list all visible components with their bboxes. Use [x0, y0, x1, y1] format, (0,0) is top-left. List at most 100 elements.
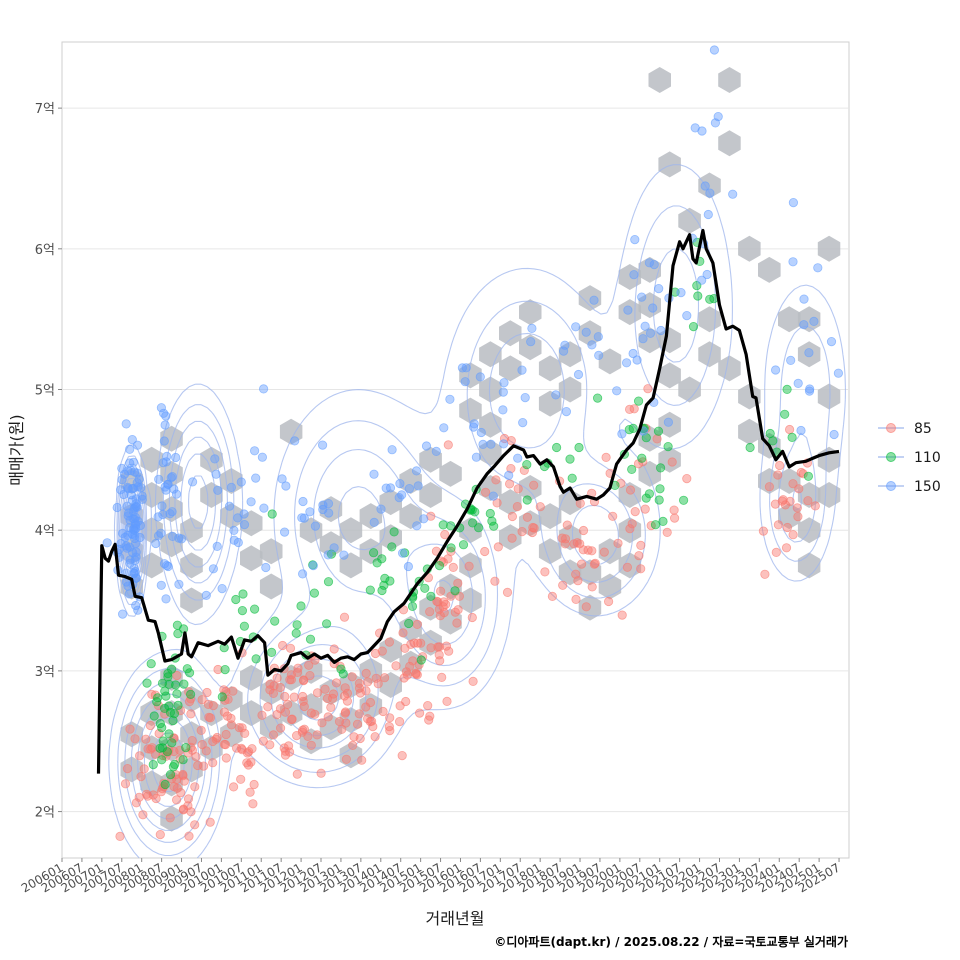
data-point	[403, 561, 413, 572]
data-point	[131, 600, 141, 611]
hexbin-cell	[180, 686, 203, 712]
data-point	[130, 467, 140, 477]
data-point	[340, 683, 350, 693]
data-point	[522, 495, 532, 505]
data-point	[249, 779, 259, 790]
data-point	[571, 322, 581, 332]
data-point	[258, 384, 269, 394]
data-point	[154, 474, 164, 484]
hexbin-cell	[180, 552, 203, 579]
data-point	[760, 569, 770, 579]
data-point	[309, 588, 319, 598]
data-point	[157, 743, 168, 753]
hexbin-cell	[598, 538, 622, 565]
data-point	[623, 305, 633, 315]
hexbin-cell	[240, 510, 263, 537]
data-point	[289, 692, 299, 702]
data-point	[121, 419, 131, 429]
hexbin-cell	[259, 538, 283, 565]
hexbin-cell	[658, 362, 681, 389]
data-point	[246, 757, 256, 767]
data-point	[370, 648, 381, 659]
hexbin-cell	[678, 376, 701, 403]
hexbin-cell	[797, 341, 821, 368]
data-point	[138, 810, 148, 820]
data-point	[578, 525, 589, 536]
data-point	[411, 466, 422, 476]
data-point	[453, 605, 463, 615]
legend-label: 150	[914, 479, 941, 495]
data-point	[637, 453, 647, 463]
data-point	[617, 610, 627, 620]
data-point	[571, 594, 581, 605]
data-point	[437, 672, 447, 683]
data-point	[416, 638, 426, 648]
data-point	[421, 441, 432, 451]
data-point	[365, 585, 375, 595]
data-point	[229, 525, 239, 536]
data-point	[627, 464, 637, 474]
data-point	[404, 618, 414, 629]
data-point	[363, 677, 373, 687]
data-point	[122, 763, 133, 774]
data-point	[384, 721, 394, 732]
hexbin-cell	[778, 306, 801, 333]
data-point	[547, 591, 558, 602]
data-point	[221, 753, 231, 763]
data-point	[178, 769, 188, 780]
hexbin-cell	[718, 130, 741, 157]
data-point	[709, 45, 720, 55]
data-point	[279, 527, 290, 537]
data-point	[640, 504, 650, 514]
data-point	[354, 678, 364, 689]
data-point	[654, 495, 664, 505]
data-point	[663, 441, 673, 452]
data-point	[340, 708, 350, 718]
data-point	[370, 732, 380, 742]
data-point	[397, 490, 407, 500]
hexbin-cell	[240, 700, 263, 727]
data-point	[443, 554, 453, 564]
data-point	[168, 715, 178, 726]
data-point	[469, 419, 479, 429]
data-point	[115, 831, 125, 842]
data-point	[441, 641, 451, 651]
data-point	[504, 470, 514, 480]
data-point	[535, 502, 545, 512]
data-point	[184, 831, 194, 841]
data-point	[608, 511, 618, 521]
data-point	[643, 384, 653, 394]
data-point	[257, 710, 267, 720]
data-point	[141, 734, 151, 744]
data-point	[576, 559, 587, 569]
data-point	[361, 668, 371, 679]
data-point	[633, 459, 644, 469]
data-point	[419, 514, 429, 524]
data-point	[163, 672, 173, 682]
data-point	[149, 711, 159, 721]
data-point	[551, 390, 561, 400]
hexbin-cell	[658, 411, 681, 438]
data-point	[793, 378, 803, 388]
data-point	[310, 521, 320, 531]
y-tick-label: 3억	[35, 665, 55, 680]
data-point	[220, 664, 230, 675]
data-point	[473, 523, 484, 533]
data-point	[331, 678, 341, 688]
data-point	[357, 755, 367, 765]
data-point	[266, 647, 277, 658]
data-point	[498, 439, 509, 449]
data-point	[573, 369, 584, 380]
data-point	[280, 707, 291, 717]
data-point	[318, 504, 328, 515]
data-point	[540, 567, 550, 577]
data-point	[407, 601, 418, 612]
data-point	[785, 496, 795, 506]
data-point	[493, 542, 503, 552]
data-point	[190, 820, 200, 830]
data-point	[450, 586, 460, 596]
data-point	[794, 484, 804, 494]
data-point	[788, 198, 799, 208]
data-point	[380, 573, 390, 584]
data-point	[159, 436, 169, 446]
